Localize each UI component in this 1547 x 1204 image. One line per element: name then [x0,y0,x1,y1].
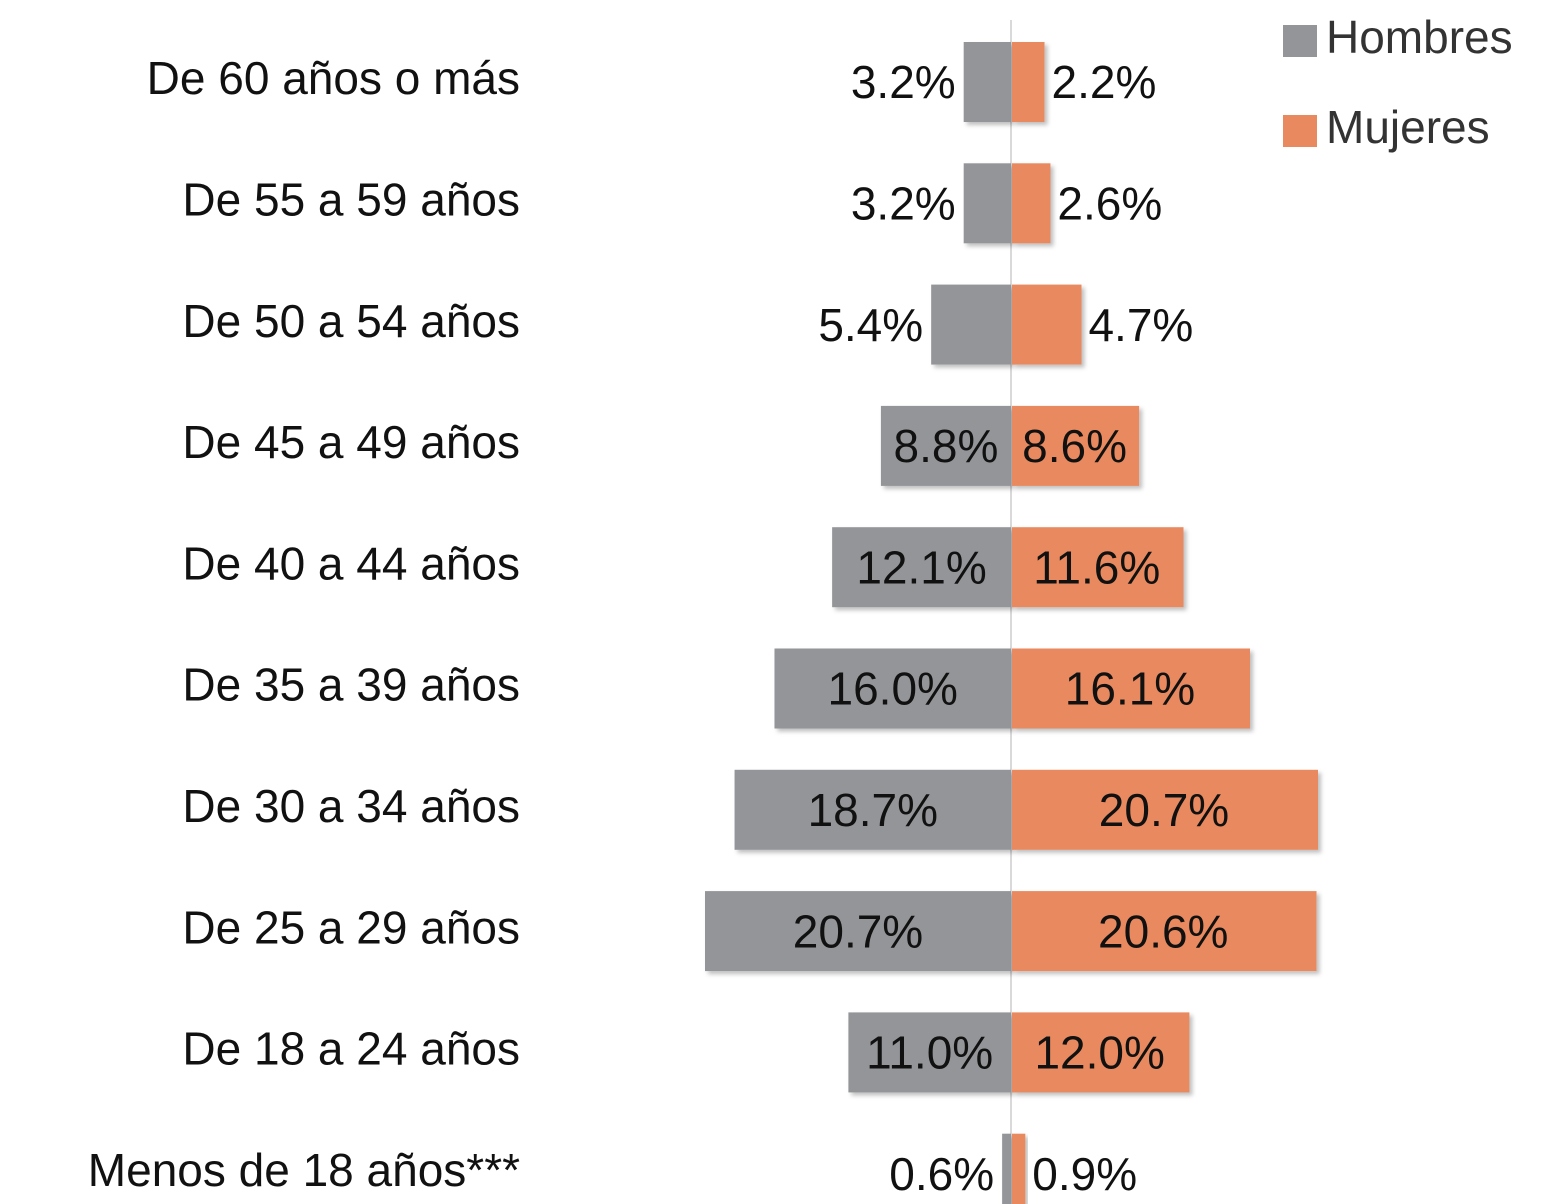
value-label: 0.6% [889,1148,994,1200]
legend-swatch [1283,115,1317,147]
bar [1012,42,1045,122]
category-label: De 35 a 39 años [182,659,520,711]
category-label: De 40 a 44 años [182,537,520,589]
category-label: Menos de 18 años*** [88,1144,520,1196]
category-label: De 25 a 29 años [182,901,520,953]
bar [774,648,1011,729]
category-label: De 60 años o más [147,52,520,104]
bar [848,1012,1011,1093]
bar [963,163,1011,244]
value-label: 8.8% [894,420,999,472]
value-label: 2.2% [1052,56,1157,108]
value-label: 18.7% [808,784,938,836]
value-label: 2.6% [1057,177,1162,229]
legend-label: Hombres [1326,11,1513,63]
bar [880,405,1011,486]
value-label: 20.7% [793,905,923,957]
bar [734,769,1011,850]
value-label: 11.6% [1033,541,1160,593]
value-label: 8.6% [1022,420,1127,472]
bar [931,284,1011,365]
value-label: 20.7% [1099,784,1229,836]
category-label: De 30 a 34 años [182,780,520,832]
value-label: 11.0% [866,1027,993,1079]
bar [963,42,1011,122]
value-label: 16.1% [1065,663,1195,715]
bar [705,891,1011,972]
bar [1012,1133,1026,1204]
bar [832,527,1011,608]
category-label: De 55 a 59 años [182,173,520,225]
value-label: 0.9% [1032,1148,1137,1200]
legend-swatch [1283,25,1317,57]
bar [1012,891,1317,972]
bar [1012,405,1140,486]
category-label: De 18 a 24 años [182,1023,520,1075]
bar [1002,1133,1011,1204]
value-label: 3.2% [851,177,956,229]
value-label: 20.6% [1098,905,1228,957]
value-label: 5.4% [818,299,923,351]
value-label: 4.7% [1088,299,1193,351]
bar [1012,769,1318,850]
value-label: 3.2% [851,56,956,108]
category-label: De 50 a 54 años [182,295,520,347]
legend-label: Mujeres [1326,101,1490,153]
bar [1012,284,1082,365]
bar [1012,648,1250,729]
bar [1012,163,1051,244]
value-label: 12.0% [1034,1027,1164,1079]
bar [1012,1012,1190,1093]
value-label: 16.0% [828,663,958,715]
category-label: De 45 a 49 años [182,416,520,468]
value-label: 12.1% [856,541,986,593]
bar [1012,527,1184,608]
